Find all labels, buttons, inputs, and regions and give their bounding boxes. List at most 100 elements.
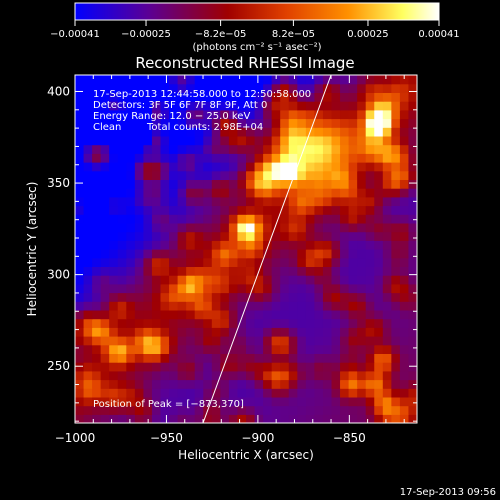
heatmap-cell: [340, 292, 350, 302]
heatmap-cell: [280, 344, 290, 354]
heatmap-image: [75, 75, 417, 423]
heatmap-cell: [186, 75, 196, 85]
heatmap-cell: [408, 222, 417, 233]
heatmap-cell: [408, 370, 417, 381]
heatmap-cell: [280, 153, 290, 163]
heatmap-cell: [228, 162, 239, 172]
heatmap-cell: [203, 249, 213, 259]
heatmap-cell: [365, 388, 375, 398]
heatmap-cell: [322, 135, 333, 146]
heatmap-cell: [203, 388, 213, 398]
heatmap-cell: [134, 75, 144, 85]
heatmap-cell: [271, 318, 281, 328]
heatmap-cell: [109, 118, 119, 128]
heatmap-cell: [100, 266, 110, 276]
heatmap-cell: [143, 318, 153, 328]
heatmap-cell: [340, 353, 350, 363]
heatmap-cell: [331, 118, 341, 128]
heatmap-cell: [399, 118, 410, 128]
heatmap-cell: [177, 362, 187, 372]
heatmap-cell: [237, 135, 247, 146]
heatmap-cell: [160, 249, 170, 259]
heatmap-cell: [280, 205, 290, 215]
heatmap-cell: [75, 162, 85, 172]
heatmap-cell: [374, 162, 384, 172]
heatmap-cell: [100, 370, 110, 381]
heatmap-cell: [211, 196, 221, 207]
heatmap-cell: [228, 257, 239, 267]
heatmap-cell: [194, 170, 204, 180]
heatmap-cell: [408, 283, 417, 294]
heatmap-cell: [314, 379, 324, 389]
heatmap-cell: [280, 327, 290, 337]
heatmap-cell: [322, 240, 333, 250]
heatmap-cell: [340, 405, 350, 415]
heatmap-cell: [374, 336, 384, 346]
heatmap-cell: [169, 257, 179, 267]
heatmap-cell: [100, 162, 110, 172]
heatmap-cell: [263, 336, 273, 346]
heatmap-cell: [169, 309, 179, 320]
heatmap-cell: [305, 353, 315, 363]
heatmap-cell: [314, 162, 324, 172]
heatmap-cell: [382, 283, 392, 294]
heatmap-cell: [254, 362, 264, 372]
heatmap-cell: [399, 292, 410, 302]
heatmap-cell: [109, 222, 119, 233]
heatmap-cell: [117, 249, 127, 259]
heatmap-cell: [83, 118, 93, 128]
heatmap-cell: [357, 109, 367, 120]
heatmap-cell: [92, 405, 102, 415]
heatmap-cell: [365, 405, 375, 415]
heatmap-cell: [263, 92, 273, 102]
annotation-peak: Position of Peak = [−873,370]: [93, 399, 244, 410]
heatmap-cell: [340, 196, 350, 207]
heatmap-cell: [271, 188, 281, 198]
heatmap-cell: [83, 370, 93, 381]
heatmap-cell: [246, 109, 256, 120]
heatmap-cell: [340, 266, 350, 276]
heatmap-cell: [109, 414, 119, 423]
heatmap-cell: [117, 214, 127, 224]
heatmap-cell: [382, 75, 392, 85]
heatmap-cell: [92, 240, 102, 250]
heatmap-cell: [391, 266, 401, 276]
heatmap-cell: [382, 362, 392, 372]
heatmap-cell: [399, 196, 410, 207]
heatmap-cell: [203, 327, 213, 337]
heatmap-cell: [314, 118, 324, 128]
heatmap-cell: [211, 92, 221, 102]
heatmap-cell: [237, 231, 247, 241]
heatmap-cell: [280, 118, 290, 128]
heatmap-cell: [228, 309, 239, 320]
heatmap-cell: [348, 101, 358, 111]
heatmap-cell: [169, 127, 179, 137]
y-tick-label: 300: [47, 268, 70, 282]
heatmap-cell: [92, 205, 102, 215]
heatmap-cell: [288, 396, 298, 407]
heatmap-cell: [382, 318, 392, 328]
heatmap-cell: [340, 249, 350, 259]
heatmap-cell: [237, 379, 247, 389]
heatmap-cell: [374, 92, 384, 102]
heatmap-cell: [357, 405, 367, 415]
heatmap-cell: [408, 266, 417, 276]
heatmap-cell: [288, 327, 298, 337]
heatmap-cell: [254, 405, 264, 415]
heatmap-cell: [228, 405, 239, 415]
heatmap-cell: [365, 170, 375, 180]
heatmap-cell: [177, 109, 187, 120]
heatmap-cell: [365, 257, 375, 267]
heatmap-cell: [263, 327, 273, 337]
heatmap-cell: [297, 327, 307, 337]
heatmap-cell: [228, 292, 239, 302]
heatmap-cell: [126, 266, 136, 276]
heatmap-cell: [408, 170, 417, 180]
heatmap-cell: [246, 292, 256, 302]
heatmap-cell: [83, 283, 93, 294]
heatmap-cell: [331, 127, 341, 137]
heatmap-cell: [382, 309, 392, 320]
heatmap-cell: [280, 144, 290, 154]
heatmap-cell: [399, 257, 410, 267]
heatmap-cell: [365, 283, 375, 294]
